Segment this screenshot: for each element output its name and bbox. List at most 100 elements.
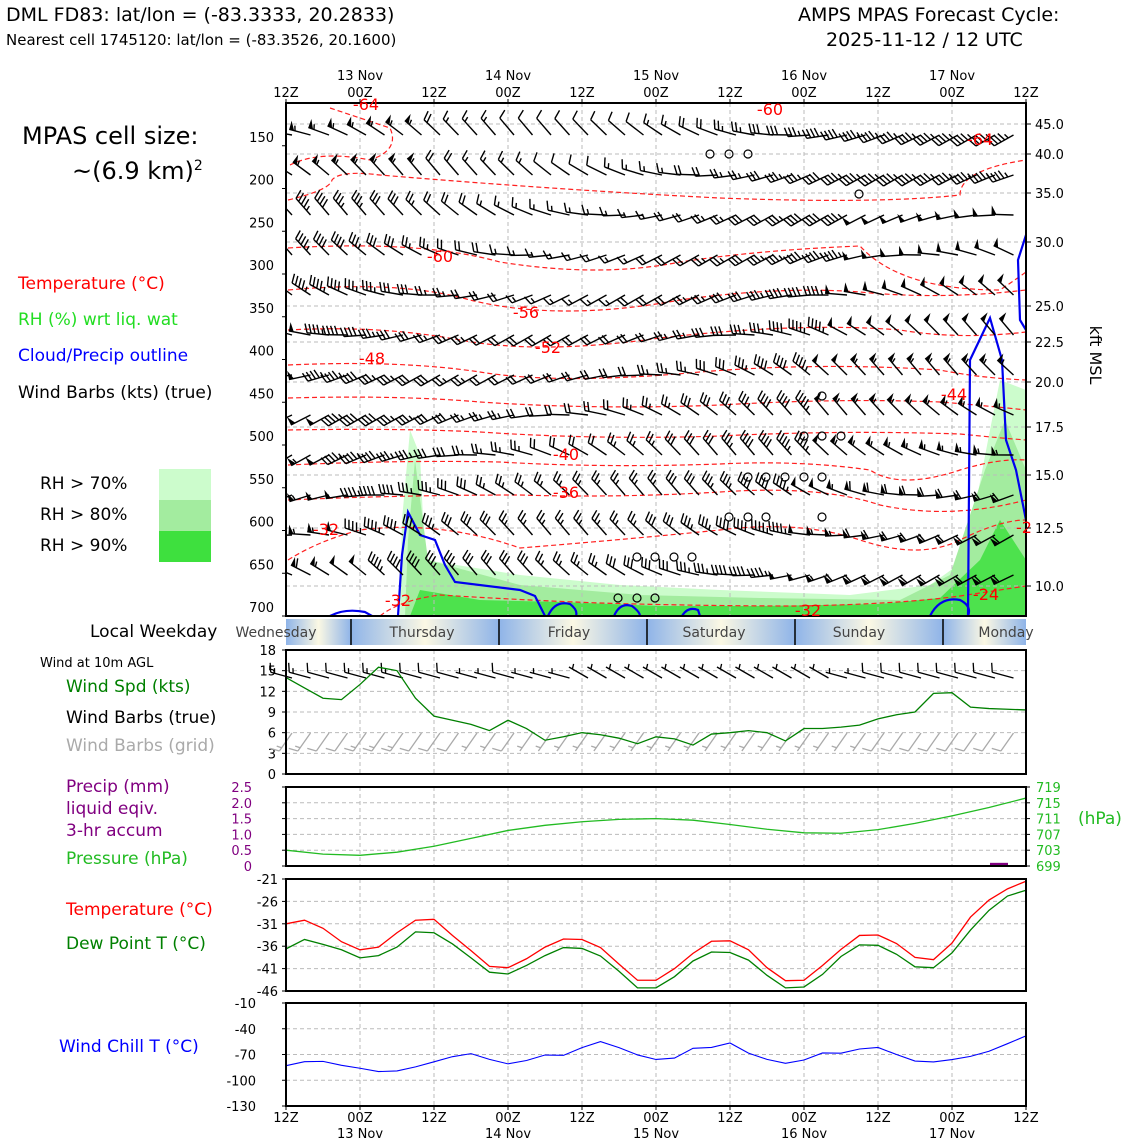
- dewpoint-line: [285, 889, 1027, 989]
- wind-barb-full: [879, 177, 888, 185]
- wind-barb-half: [577, 480, 582, 486]
- wind-barb-half: [908, 399, 913, 405]
- wind-barb-full: [919, 486, 925, 497]
- wind-barb-full: [764, 479, 769, 490]
- wind-barb-flag: [862, 280, 868, 291]
- wind-barb-full: [498, 510, 505, 520]
- y-tick-label: -36: [257, 940, 278, 955]
- legend-cloud: Cloud/Precip outline: [18, 346, 189, 366]
- wind-barb-full: [812, 213, 821, 221]
- wind-barb-flag: [388, 152, 396, 163]
- wind-barb-shaft: [996, 359, 1014, 376]
- wind-barb-full: [318, 236, 325, 246]
- wind-barb-full: [557, 512, 564, 522]
- wind-barb-full: [476, 194, 480, 204]
- wind-barb-full: [389, 553, 396, 563]
- wind-barb-full: [923, 172, 932, 181]
- wind-barb-shaft: [290, 414, 311, 426]
- wind-barb-half: [948, 133, 954, 139]
- wind-barb-flag: [880, 483, 886, 494]
- wind-barb-half: [460, 449, 464, 456]
- wind-barb-full: [485, 516, 491, 526]
- wind-chill-line: [285, 1035, 1027, 1073]
- wind-barb-half: [852, 440, 856, 446]
- wind-barb-full: [712, 257, 721, 265]
- wind-barb-flag: [957, 395, 963, 406]
- top-date-label: 17 Nov: [929, 69, 975, 84]
- wind-barb-shaft: [956, 534, 977, 546]
- wind-barb-flag: [826, 478, 832, 489]
- wind-barb-full: [387, 283, 390, 293]
- bottom-time-label: 12Z: [421, 1111, 447, 1126]
- wind-barb-full: [542, 250, 549, 260]
- wind-barb-full: [901, 485, 906, 495]
- wind-barb-half: [739, 745, 745, 749]
- wind-barb-full: [725, 476, 731, 486]
- wind-barb-flag: [883, 436, 888, 447]
- wind-barb-full: [536, 509, 543, 519]
- wind-barb-full: [346, 415, 355, 423]
- wind-barb-shaft: [862, 671, 885, 679]
- wind-barb-full: [574, 473, 581, 483]
- wind-barb-full: [860, 133, 868, 142]
- y-tick-label: 9: [268, 706, 276, 721]
- wind-barb-flag: [991, 445, 997, 455]
- wind-barb-full: [768, 289, 775, 299]
- wind-barb-full: [641, 556, 644, 567]
- wind-barb-flag: [922, 393, 929, 405]
- wind-barb-full: [875, 136, 883, 145]
- wind-barb-shaft: [385, 121, 404, 136]
- wind-barb-full: [343, 487, 349, 497]
- wind-barb-full: [936, 747, 946, 752]
- wind-barb-full: [941, 172, 950, 181]
- wind-barb-full: [670, 436, 676, 446]
- wind-barb-full: [436, 447, 442, 457]
- wind-barb-full: [699, 392, 705, 402]
- wind-barb-full: [379, 376, 388, 384]
- wind-barb-full: [683, 395, 688, 405]
- wind-barb-flag: [804, 573, 813, 583]
- wind-barb-flag: [901, 437, 906, 448]
- wind-barb-full: [450, 337, 458, 346]
- wind-barb-full: [564, 371, 572, 381]
- wind-barb-full: [523, 375, 532, 384]
- wind-barb-full: [690, 215, 698, 224]
- wind-barb-half: [893, 132, 898, 138]
- contour-label: -32: [313, 520, 339, 539]
- wind-barb-shaft: [698, 666, 718, 679]
- wind-barb-shaft: [870, 732, 885, 752]
- wind-barb-full: [357, 419, 366, 427]
- wind-barb-full: [670, 475, 677, 485]
- wind-barb-full: [784, 398, 791, 408]
- wind-barb-full: [383, 282, 386, 293]
- wind-barb-shaft: [590, 119, 607, 136]
- wind-barb-half: [410, 200, 415, 206]
- wind-barb-full: [968, 139, 977, 147]
- contour-label: -56: [513, 303, 539, 322]
- y-tick-label: 3: [268, 747, 276, 762]
- wind-barb-full: [672, 258, 681, 267]
- wind-barb-full: [800, 395, 807, 405]
- wind-barb-full: [475, 242, 479, 253]
- wind-barb-full: [675, 212, 683, 222]
- wind-barb-full: [752, 322, 756, 333]
- wind-barb-full: [413, 379, 422, 387]
- wind-barb-full: [718, 564, 723, 575]
- wind-barb-half: [441, 291, 446, 297]
- wind-barb-shaft: [533, 160, 552, 176]
- wind-barb-full: [401, 482, 405, 493]
- wind-barb-full: [369, 189, 376, 199]
- contour-label: -32: [385, 591, 411, 610]
- wind-barb-flag: [897, 533, 905, 543]
- wind-barb-full: [648, 560, 651, 570]
- wind-barb-full: [528, 406, 534, 417]
- wind-barb-full: [953, 137, 962, 145]
- wind-barb-full: [746, 258, 755, 266]
- wind-barb-flag: [972, 207, 979, 217]
- wind-barb-full: [801, 254, 809, 264]
- wind-barb-half: [778, 173, 783, 179]
- wind-barb-flag: [860, 530, 868, 540]
- wind-barb-full: [573, 554, 579, 564]
- wind-barb-full: [300, 195, 307, 205]
- wind-barb-full: [315, 233, 322, 243]
